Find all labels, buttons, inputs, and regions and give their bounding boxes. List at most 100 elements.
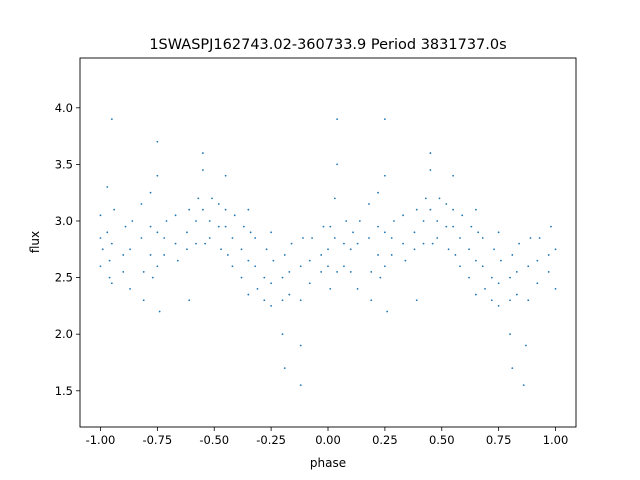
- data-point: [188, 208, 191, 211]
- data-point: [356, 242, 359, 245]
- data-point: [452, 208, 455, 211]
- data-point: [454, 254, 457, 256]
- data-point: [288, 293, 291, 296]
- data-point: [550, 225, 552, 228]
- y-tick-label: 3.0: [55, 214, 73, 228]
- data-point: [459, 265, 461, 268]
- data-point: [108, 259, 111, 262]
- data-point: [110, 242, 113, 245]
- data-point: [208, 220, 211, 222]
- data-point: [151, 276, 154, 279]
- data-point: [272, 259, 275, 262]
- data-point: [142, 271, 145, 273]
- data-point: [402, 242, 404, 245]
- data-point: [452, 174, 455, 177]
- y-tick-label: 2.0: [55, 327, 73, 341]
- y-tick-label: 2.5: [55, 271, 73, 285]
- data-point: [110, 282, 113, 285]
- data-point: [333, 237, 336, 239]
- data-point: [156, 140, 159, 143]
- data-point: [204, 242, 207, 245]
- data-point: [459, 237, 461, 239]
- data-point: [226, 254, 229, 256]
- data-point: [129, 248, 131, 251]
- data-point: [99, 265, 102, 268]
- data-point: [436, 220, 439, 222]
- data-point: [188, 299, 191, 302]
- data-point: [377, 191, 379, 194]
- data-point: [106, 231, 109, 234]
- data-point: [415, 208, 418, 211]
- data-point: [474, 293, 477, 296]
- data-point: [452, 225, 455, 228]
- data-point: [299, 265, 302, 268]
- data-point: [281, 333, 284, 336]
- data-point: [386, 310, 389, 313]
- y-tick-label: 1.5: [55, 384, 73, 398]
- data-point: [368, 237, 370, 239]
- data-point: [131, 220, 134, 222]
- data-point: [217, 225, 220, 228]
- data-point: [554, 288, 557, 290]
- data-point: [320, 254, 323, 256]
- data-point: [186, 231, 188, 234]
- data-point: [336, 271, 339, 273]
- data-point: [356, 288, 359, 290]
- data-point: [358, 220, 361, 222]
- data-point: [233, 214, 236, 217]
- data-point: [247, 293, 250, 296]
- data-point: [263, 276, 266, 279]
- data-point: [320, 271, 323, 273]
- data-point: [101, 248, 104, 251]
- data-point: [156, 265, 159, 268]
- data-point: [525, 344, 527, 347]
- data-point: [156, 174, 159, 177]
- data-point: [422, 242, 425, 245]
- data-point: [429, 208, 432, 211]
- data-point: [247, 208, 250, 211]
- data-point: [299, 384, 302, 387]
- data-point: [265, 248, 268, 251]
- data-point: [201, 152, 204, 154]
- data-point: [249, 231, 252, 234]
- data-point: [511, 367, 514, 370]
- data-point: [270, 231, 273, 234]
- data-point: [461, 214, 464, 217]
- data-point: [220, 248, 222, 251]
- data-point: [156, 231, 159, 234]
- data-point: [122, 254, 125, 256]
- data-point: [231, 265, 234, 268]
- data-point: [383, 174, 386, 177]
- data-point: [493, 248, 495, 251]
- data-point: [424, 197, 427, 200]
- data-point: [283, 254, 286, 256]
- data-point: [308, 282, 311, 285]
- data-point: [224, 208, 227, 211]
- x-tick-label: 0.00: [315, 433, 341, 447]
- data-point: [281, 299, 284, 302]
- data-point: [308, 259, 311, 262]
- data-point: [254, 237, 257, 239]
- data-point: [518, 242, 521, 245]
- data-point: [174, 242, 177, 245]
- plot-frame: [79, 57, 577, 428]
- data-point: [231, 237, 234, 239]
- data-point: [393, 220, 395, 222]
- data-point: [370, 299, 373, 302]
- data-point: [208, 237, 211, 239]
- data-point: [336, 118, 339, 121]
- chart-title: 1SWASPJ162743.02-360733.9 Period 3831737…: [149, 37, 506, 53]
- data-point: [477, 231, 480, 234]
- x-tick-label: -0.50: [199, 433, 229, 447]
- points-layer: [99, 118, 557, 387]
- data-point: [352, 231, 354, 234]
- data-point: [511, 254, 514, 256]
- data-point: [538, 237, 541, 239]
- data-point: [254, 265, 257, 268]
- data-point: [195, 220, 197, 222]
- data-point: [445, 203, 448, 205]
- data-point: [497, 304, 500, 307]
- data-point: [113, 208, 116, 211]
- data-point: [290, 242, 293, 245]
- data-point: [431, 242, 434, 245]
